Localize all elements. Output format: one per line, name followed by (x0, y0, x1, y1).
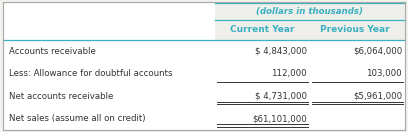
Text: Accounts receivable: Accounts receivable (9, 47, 96, 56)
Text: $61,101,000: $61,101,000 (252, 114, 307, 123)
Text: 103,000: 103,000 (366, 69, 402, 78)
Text: $6,064,000: $6,064,000 (353, 47, 402, 56)
Text: Net sales (assume all on credit): Net sales (assume all on credit) (9, 114, 146, 123)
Text: (dollars in thousands): (dollars in thousands) (257, 7, 364, 16)
Text: Net accounts receivable: Net accounts receivable (9, 92, 113, 101)
Text: 112,000: 112,000 (271, 69, 307, 78)
Text: Previous Year: Previous Year (320, 25, 390, 34)
Text: Current Year: Current Year (230, 25, 294, 34)
Text: $ 4,843,000: $ 4,843,000 (255, 47, 307, 56)
Text: $5,961,000: $5,961,000 (353, 92, 402, 101)
Bar (215, 2, 405, 40)
Text: $ 4,731,000: $ 4,731,000 (255, 92, 307, 101)
Text: Less: Allowance for doubtful accounts: Less: Allowance for doubtful accounts (9, 69, 173, 78)
